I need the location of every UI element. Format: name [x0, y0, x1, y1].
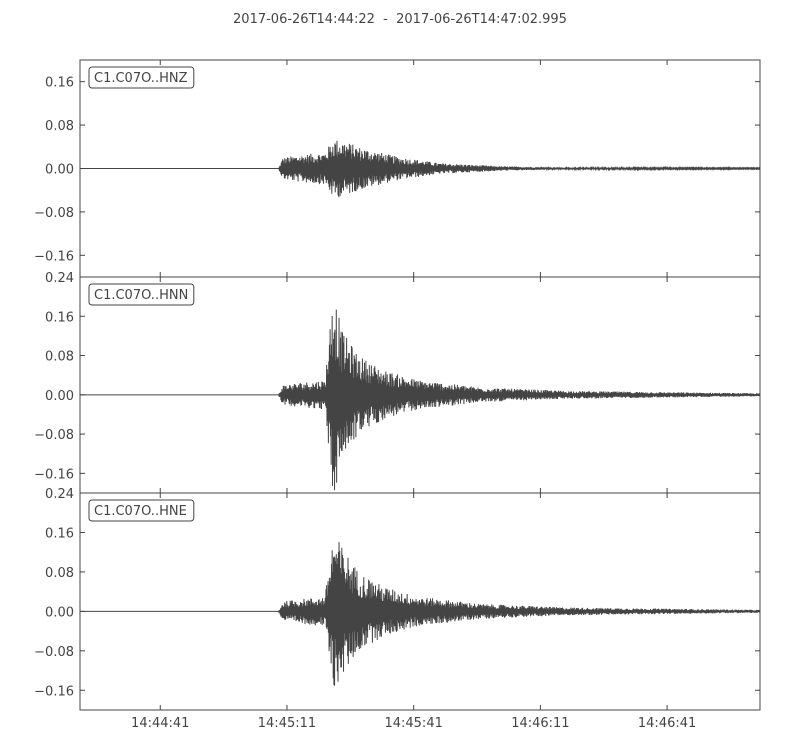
- x-tick-label: 14:46:41: [638, 716, 696, 731]
- y-tick-label: 0.24: [45, 271, 74, 286]
- y-tick-label: 0.08: [45, 350, 74, 365]
- y-tick-label: 0.08: [45, 119, 74, 134]
- y-tick-label: −0.16: [34, 249, 74, 264]
- y-tick-label: −0.16: [34, 684, 74, 699]
- chart-title: 2017-06-26T14:44:22 - 2017-06-26T14:47:0…: [233, 12, 567, 27]
- channel-label: C1.C07O..HNE: [94, 504, 187, 519]
- x-tick-label: 14:44:41: [131, 716, 189, 731]
- waveform-trace: [80, 542, 761, 686]
- x-tick-label: 14:45:11: [258, 716, 316, 731]
- x-tick-label: 14:46:11: [511, 716, 569, 731]
- channel-label: C1.C07O..HNZ: [94, 71, 188, 86]
- waveform-trace: [80, 140, 761, 197]
- y-tick-label: 0.16: [45, 526, 74, 541]
- y-tick-label: −0.08: [34, 645, 74, 660]
- channel-label-box: [88, 283, 195, 306]
- panel-frame: [79, 492, 761, 711]
- channel-label-box: [88, 499, 195, 522]
- y-tick-label: 0.24: [45, 487, 74, 502]
- y-tick-label: 0.08: [45, 566, 74, 581]
- channel-label-box: [88, 66, 195, 89]
- y-tick-label: 0.00: [45, 605, 74, 620]
- waveform-trace: [80, 309, 761, 491]
- y-tick-label: −0.08: [34, 428, 74, 443]
- x-tick-label: 14:45:41: [384, 716, 442, 731]
- y-tick-label: 0.00: [45, 389, 74, 404]
- channel-label: C1.C07O..HNN: [94, 288, 188, 303]
- y-tick-label: 0.16: [45, 76, 74, 91]
- y-tick-label: 0.00: [45, 163, 74, 178]
- y-tick-label: −0.16: [34, 467, 74, 482]
- y-tick-label: −0.08: [34, 206, 74, 221]
- y-tick-label: 0.16: [45, 310, 74, 325]
